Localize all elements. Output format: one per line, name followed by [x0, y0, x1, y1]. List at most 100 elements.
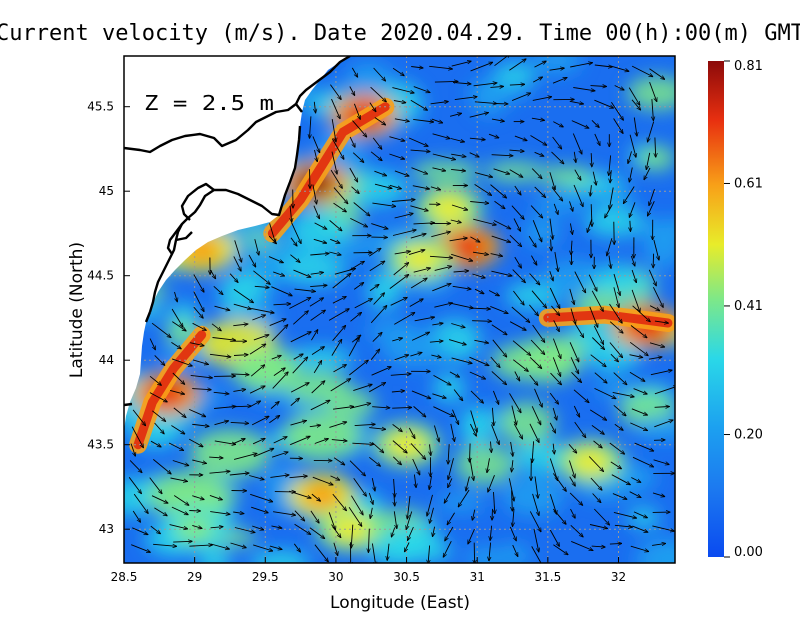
velocity-arrow — [331, 98, 341, 119]
chart-title: Current velocity (m/s). Date 2020.04.29.… — [0, 21, 800, 46]
velocity-arrow — [569, 492, 583, 505]
velocity-arrow — [174, 291, 178, 302]
velocity-arrow — [231, 374, 249, 375]
velocity-arrow — [571, 540, 593, 550]
velocity-arrow — [451, 153, 466, 157]
velocity-arrow — [211, 323, 221, 331]
velocity-arrow — [514, 185, 521, 195]
velocity-arrow — [169, 389, 185, 394]
velocity-arrow — [394, 495, 395, 506]
velocity-arrow — [294, 288, 316, 291]
velocity-arrow — [393, 511, 397, 528]
velocity-arrow — [574, 169, 581, 181]
speed-cell — [493, 62, 536, 89]
velocity-arrow — [610, 65, 629, 71]
velocity-arrow — [494, 491, 495, 514]
velocity-arrow — [269, 545, 282, 549]
velocity-arrow — [590, 354, 606, 367]
velocity-arrow — [128, 477, 141, 493]
velocity-arrow — [314, 222, 327, 229]
speed-cell — [533, 56, 583, 75]
velocity-arrow — [349, 86, 355, 96]
velocity-arrow — [310, 169, 311, 188]
velocity-arrow — [349, 261, 364, 271]
velocity-arrow — [630, 325, 647, 338]
velocity-arrow — [448, 478, 453, 487]
velocity-arrow — [630, 422, 647, 431]
velocity-arrow — [531, 546, 544, 563]
velocity-arrow — [294, 523, 311, 534]
velocity-arrow — [532, 97, 552, 101]
velocity-arrow — [614, 85, 624, 91]
velocity-arrow — [648, 357, 662, 359]
velocity-arrow — [290, 383, 309, 393]
velocity-arrow — [291, 222, 302, 244]
velocity-arrow — [631, 289, 640, 312]
velocity-arrow — [310, 253, 329, 255]
velocity-arrow — [428, 545, 430, 563]
velocity-arrow — [369, 428, 386, 430]
velocity-arrow — [652, 287, 663, 307]
flow-band — [281, 412, 362, 461]
velocity-arrow — [646, 152, 651, 170]
velocity-arrow — [391, 200, 415, 202]
velocity-arrow — [233, 355, 248, 356]
velocity-arrow — [253, 335, 269, 341]
velocity-arrow — [427, 494, 433, 516]
velocity-arrow — [591, 425, 604, 434]
velocity-arrow — [591, 153, 592, 167]
velocity-arrow — [149, 375, 161, 385]
velocity-arrow — [451, 204, 468, 210]
velocity-arrow — [443, 540, 452, 557]
velocity-arrow — [488, 290, 499, 296]
velocity-arrow — [214, 440, 236, 445]
velocity-arrow — [633, 117, 637, 137]
velocity-arrow — [333, 187, 348, 204]
velocity-arrow — [451, 253, 472, 261]
velocity-arrow — [533, 528, 539, 552]
velocity-arrow — [173, 541, 192, 542]
velocity-arrow — [610, 461, 622, 469]
velocity-arrow — [290, 332, 311, 343]
velocity-arrow — [452, 82, 471, 84]
velocity-arrow — [434, 81, 458, 82]
speed-cell — [411, 160, 479, 184]
velocity-arrow — [309, 425, 321, 427]
velocity-arrow — [613, 404, 626, 416]
velocity-arrow — [629, 167, 633, 183]
x-axis-ticks: 28.5 29 29.5 30 30.5 31 31.5 32 — [111, 557, 626, 584]
velocity-arrow — [509, 234, 522, 246]
velocity-arrow — [314, 439, 329, 444]
velocity-arrow — [411, 67, 423, 69]
velocity-arrow — [311, 347, 324, 355]
depth-label: Z = 2.5 m — [144, 91, 274, 115]
speed-feature — [570, 447, 611, 476]
velocity-arrow — [633, 511, 647, 518]
speed-cell — [219, 274, 249, 317]
velocity-arrow — [193, 274, 204, 293]
velocity-arrow — [330, 169, 342, 188]
velocity-arrow — [592, 171, 596, 186]
velocity-arrow — [629, 354, 643, 358]
velocity-arrow — [487, 458, 490, 472]
velocity-arrow — [570, 508, 576, 518]
velocity-arrow — [531, 168, 542, 179]
velocity-arrow — [371, 478, 375, 491]
velocity-arrow — [574, 421, 586, 438]
velocity-arrow — [153, 459, 171, 474]
velocity-arrow — [490, 253, 503, 257]
velocity-arrow — [249, 344, 266, 355]
velocity-arrow — [169, 524, 188, 529]
velocity-arrow — [491, 119, 504, 121]
velocity-arrow — [192, 359, 208, 365]
velocity-arrow — [290, 436, 310, 446]
velocity-arrow — [431, 118, 443, 123]
velocity-arrow — [372, 202, 395, 206]
velocity-arrow — [151, 495, 168, 504]
velocity-arrow — [492, 390, 498, 404]
velocity-arrow — [154, 422, 165, 434]
velocity-arrow — [454, 97, 477, 101]
velocity-arrow — [474, 184, 492, 195]
velocity-arrow — [628, 87, 640, 106]
velocity-arrow — [372, 407, 390, 408]
